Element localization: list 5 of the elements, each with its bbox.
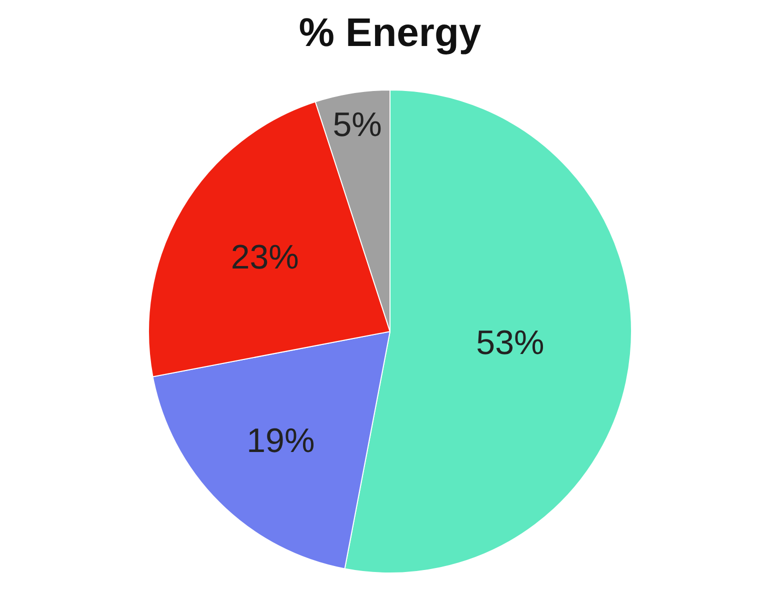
- data-label: 53%: [476, 324, 544, 362]
- data-label: 19%: [246, 422, 315, 460]
- data-label: 23%: [230, 238, 299, 276]
- data-label: 5%: [332, 106, 382, 144]
- chart-title: % Energy: [298, 10, 482, 55]
